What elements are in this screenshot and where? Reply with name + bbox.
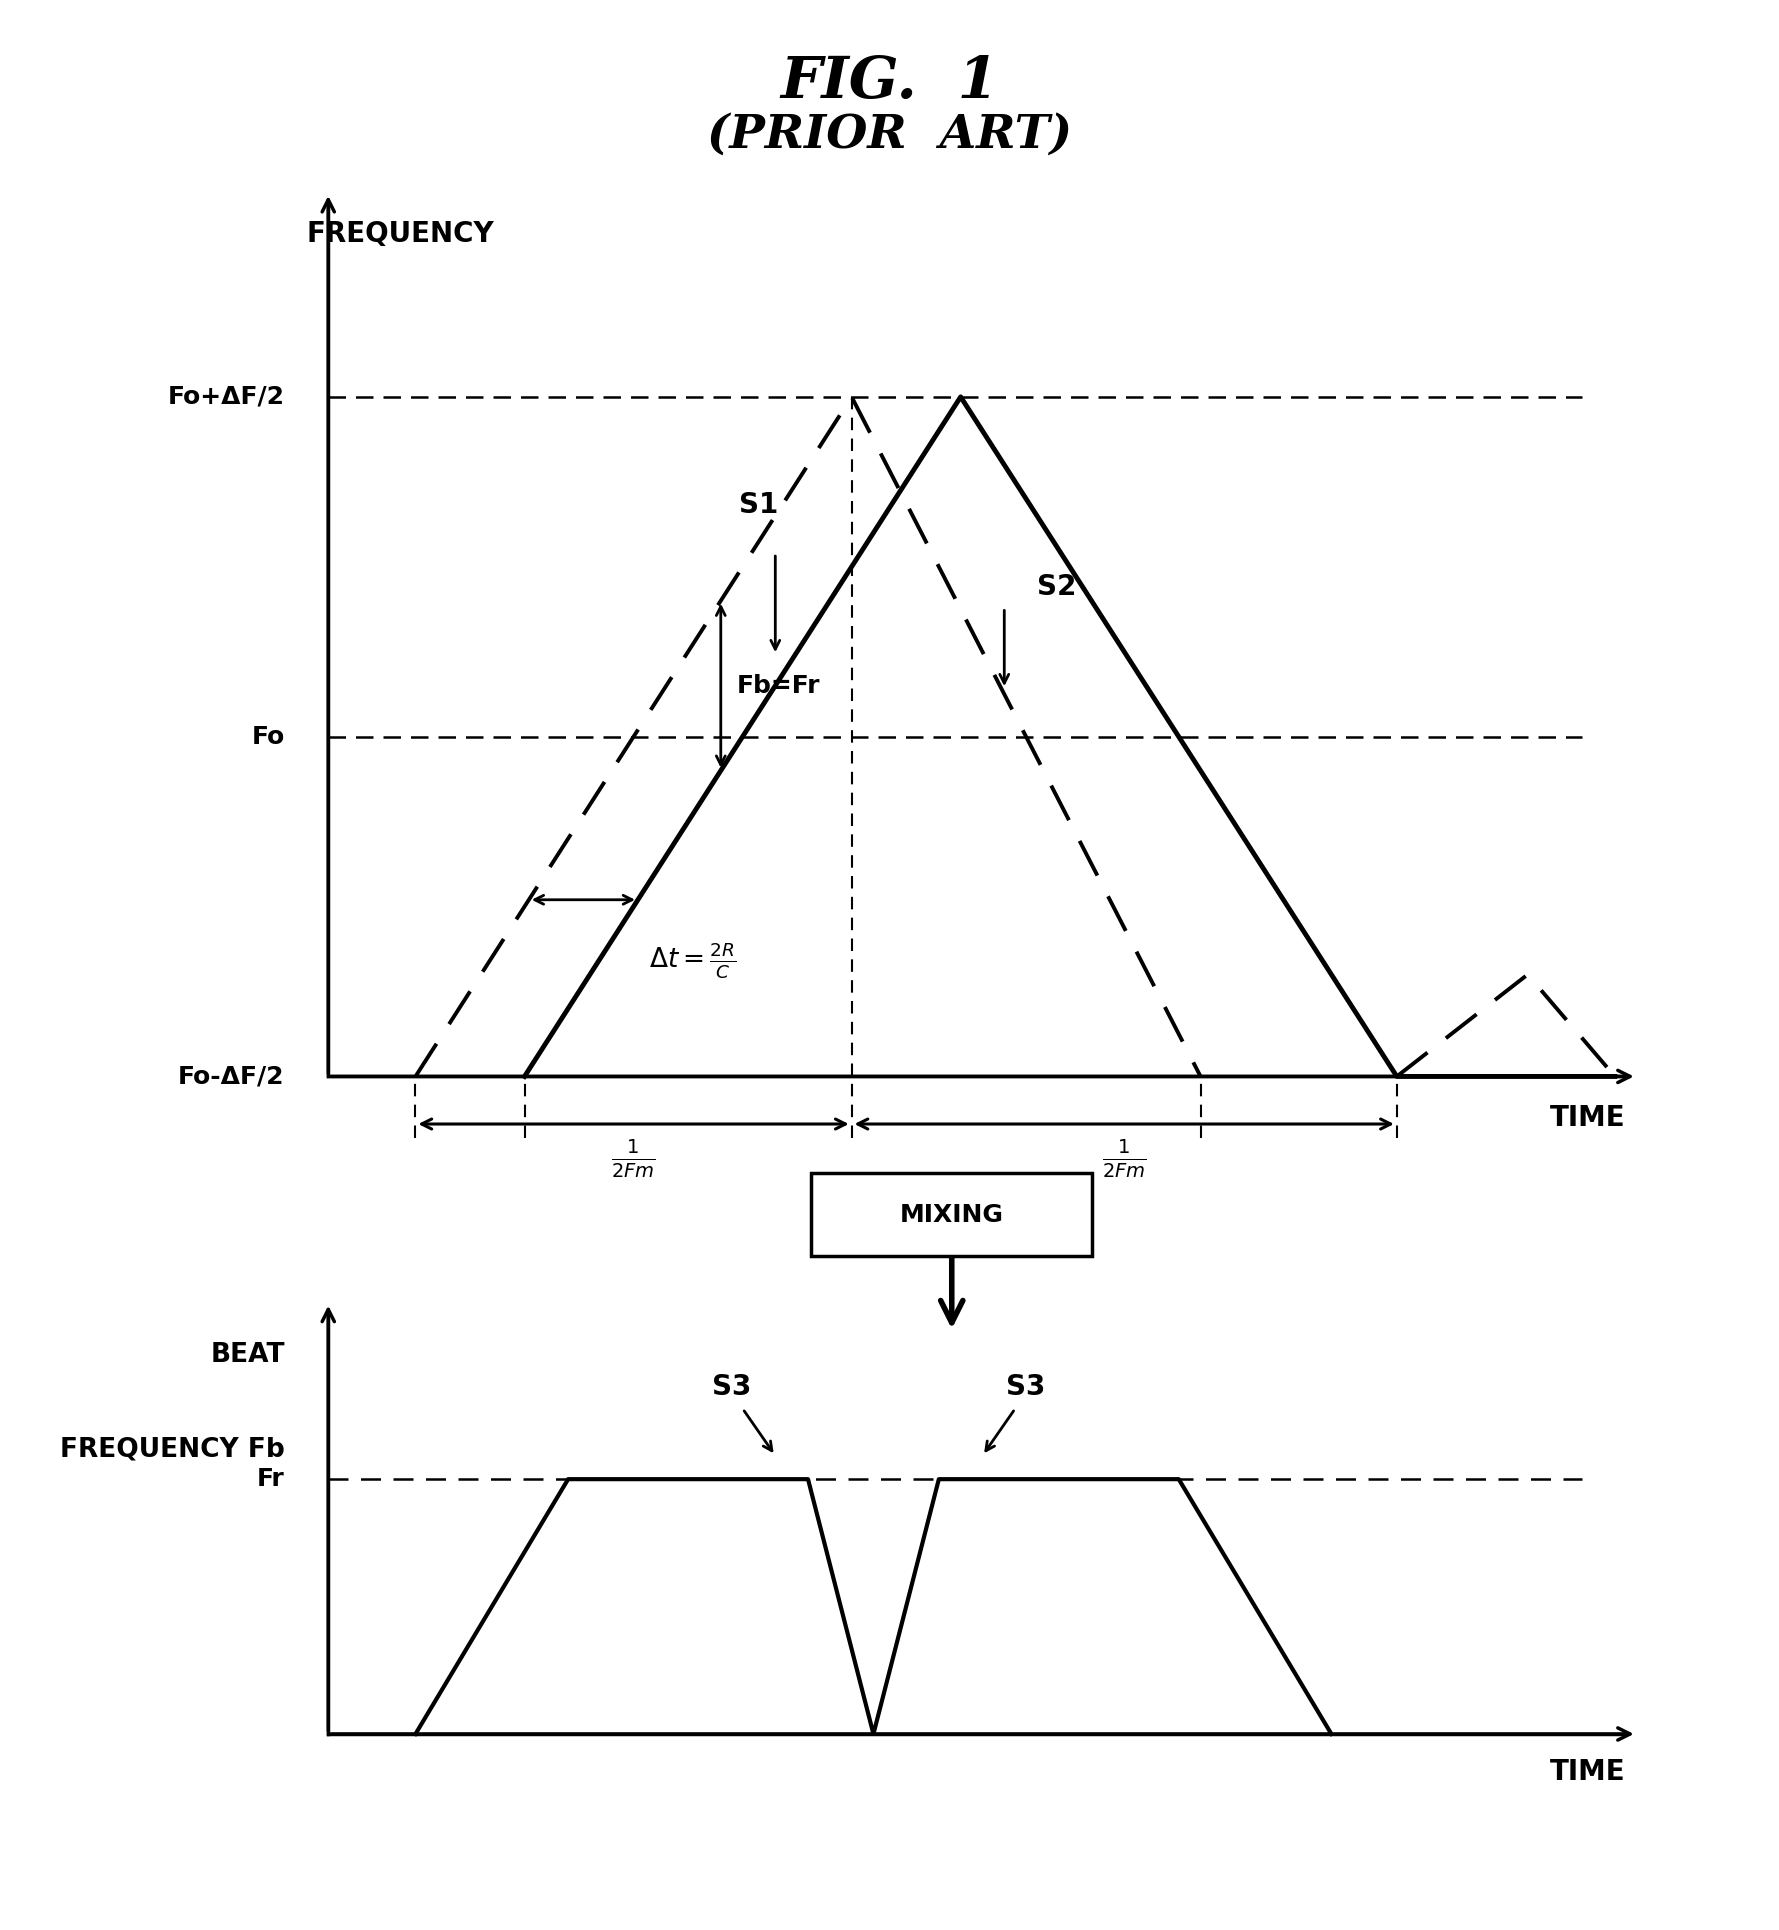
Text: FREQUENCY: FREQUENCY: [306, 220, 495, 249]
Text: Fb=Fr: Fb=Fr: [737, 674, 820, 697]
Text: Fo: Fo: [251, 724, 285, 749]
Text: S3: S3: [712, 1372, 751, 1401]
Text: $\frac{1}{2Fm}$: $\frac{1}{2Fm}$: [612, 1137, 656, 1179]
Text: Fo-ΔF/2: Fo-ΔF/2: [178, 1065, 285, 1089]
Text: S3: S3: [1007, 1372, 1046, 1401]
Text: TIME: TIME: [1550, 1758, 1626, 1785]
Text: Fr: Fr: [256, 1467, 285, 1492]
Text: S2: S2: [1037, 573, 1076, 600]
Text: Fo+ΔF/2: Fo+ΔF/2: [167, 384, 285, 409]
Text: (PRIOR  ART): (PRIOR ART): [706, 112, 1073, 158]
Text: S1: S1: [740, 492, 779, 519]
Text: TIME: TIME: [1550, 1104, 1626, 1131]
Text: FIG.  1: FIG. 1: [781, 54, 998, 110]
Text: $\Delta t=\frac{2R}{C}$: $\Delta t=\frac{2R}{C}$: [649, 940, 737, 980]
Text: $\frac{1}{2Fm}$: $\frac{1}{2Fm}$: [1101, 1137, 1146, 1179]
Text: BEAT: BEAT: [210, 1341, 285, 1368]
Text: MIXING: MIXING: [900, 1202, 1003, 1227]
Text: FREQUENCY Fb: FREQUENCY Fb: [60, 1436, 285, 1463]
FancyBboxPatch shape: [811, 1173, 1092, 1256]
